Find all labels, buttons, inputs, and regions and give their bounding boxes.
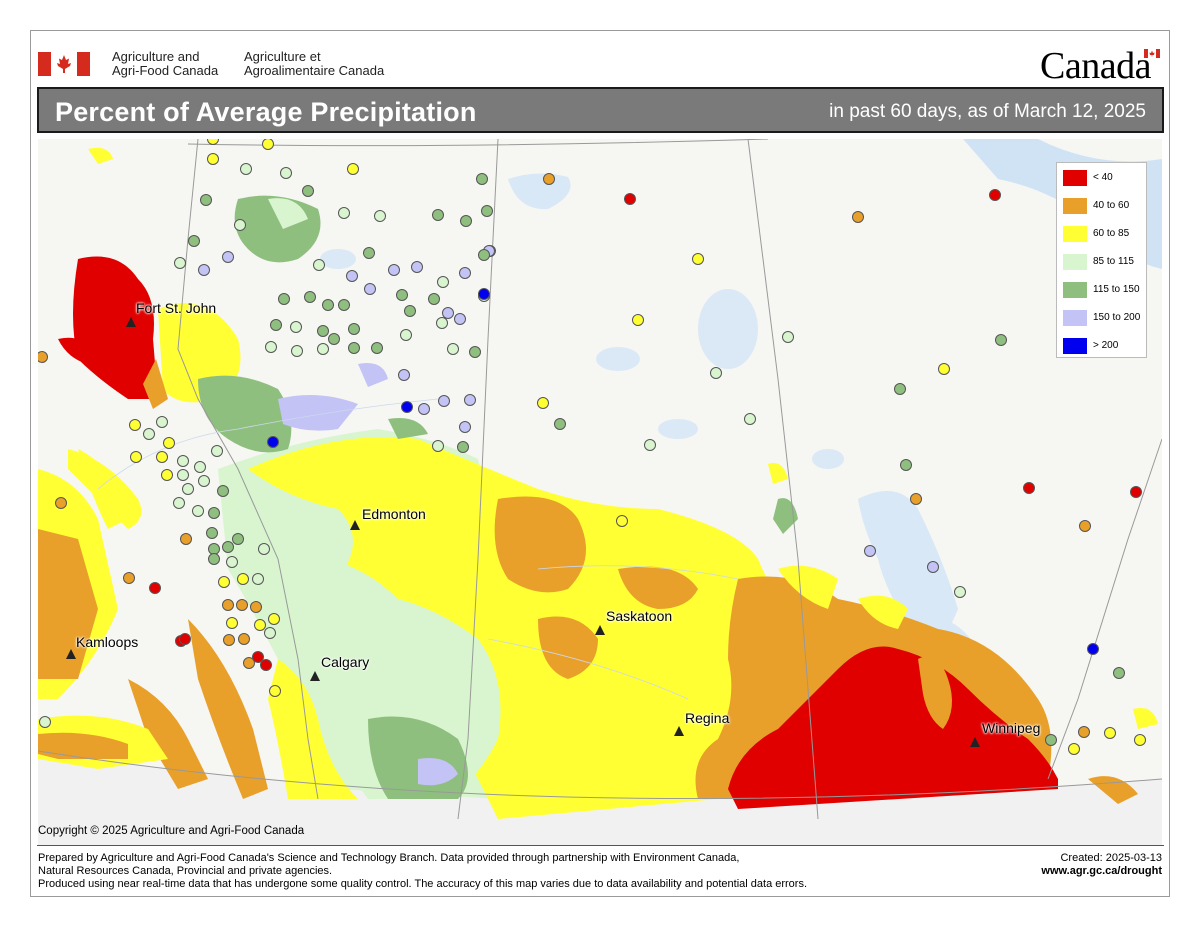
map-canvas xyxy=(38,139,1162,845)
legend-swatch xyxy=(1063,338,1087,354)
dept-fr-line2: Agroalimentaire Canada xyxy=(244,63,385,78)
map-title: Percent of Average Precipitation xyxy=(55,97,477,127)
department-name-english: Agriculture and Agri-Food Canada xyxy=(112,50,218,78)
drought-url-link[interactable]: www.agr.gc.ca/drought xyxy=(1041,865,1162,877)
map-copyright: Copyright © 2025 Agriculture and Agri-Fo… xyxy=(38,825,305,837)
city-calgary: Calgary xyxy=(321,654,370,670)
edmonton-marker-icon xyxy=(350,520,360,530)
lake-winnipegosis xyxy=(858,491,958,645)
footer-divider xyxy=(37,845,1164,846)
provincial-borders xyxy=(38,139,1162,820)
precipitation-map: Fort St. John Edmonton Kamloops Calgary … xyxy=(38,139,1162,845)
legend-label: 40 to 60 xyxy=(1093,200,1130,211)
legend-label: 115 to 150 xyxy=(1093,284,1140,295)
saskatoon-marker-icon xyxy=(595,625,605,635)
legend-item: 85 to 115 xyxy=(1063,254,1143,270)
created-date: Created: 2025-03-13 xyxy=(1060,852,1162,864)
legend-item: < 40 xyxy=(1063,170,1143,186)
city-fort-st-john: Fort St. John xyxy=(136,300,217,316)
legend: < 40 40 to 60 60 to 85 85 to 115 115 to … xyxy=(1056,162,1147,358)
precip-zones xyxy=(38,147,1158,819)
footer-credits-line2: Natural Resources Canada, Provincial and… xyxy=(38,865,333,877)
winnipeg-marker-icon xyxy=(970,737,980,747)
canada-flag-icon xyxy=(38,52,90,76)
legend-label: 60 to 85 xyxy=(1093,228,1130,239)
legend-swatch xyxy=(1063,198,1087,214)
legend-item: 115 to 150 xyxy=(1063,282,1143,298)
dept-fr-line1: Agriculture et xyxy=(244,49,321,64)
legend-label: 150 to 200 xyxy=(1093,312,1141,323)
legend-label: 85 to 115 xyxy=(1093,256,1134,267)
city-regina: Regina xyxy=(685,710,730,726)
legend-label: < 40 xyxy=(1093,172,1113,183)
legend-item: 150 to 200 xyxy=(1063,310,1143,326)
legend-swatch xyxy=(1063,170,1087,186)
city-edmonton: Edmonton xyxy=(362,506,426,522)
legend-swatch xyxy=(1063,226,1087,242)
fort-st-john-marker-icon xyxy=(126,317,136,327)
legend-item: 40 to 60 xyxy=(1063,198,1143,214)
footer-credits-line1: Prepared by Agriculture and Agri-Food Ca… xyxy=(38,852,740,864)
regina-marker-icon xyxy=(674,726,684,736)
map-subtitle: in past 60 days, as of March 12, 2025 xyxy=(829,101,1146,122)
calgary-marker-icon xyxy=(310,671,320,681)
legend-item: 60 to 85 xyxy=(1063,226,1143,242)
legend-label: > 200 xyxy=(1093,340,1119,351)
station-markers xyxy=(38,139,1146,755)
reindeer-lake xyxy=(698,289,758,369)
dept-en-line2: Agri-Food Canada xyxy=(112,63,219,78)
city-winnipeg: Winnipeg xyxy=(982,720,1041,736)
dept-en-line1: Agriculture and xyxy=(112,49,200,64)
legend-swatch xyxy=(1063,310,1087,326)
canada-wordmark: Canada xyxy=(1040,45,1151,87)
kamloops-marker-icon xyxy=(66,649,76,659)
legend-swatch xyxy=(1063,282,1087,298)
footer-disclaimer: Produced using near real-time data that … xyxy=(38,878,808,890)
lake-athabasca xyxy=(508,173,571,210)
legend-item: > 200 xyxy=(1063,338,1143,354)
title-bar: Percent of Average Precipitation in past… xyxy=(37,87,1164,133)
department-name-french: Agriculture et Agroalimentaire Canada xyxy=(244,50,384,78)
legend-swatch xyxy=(1063,254,1087,270)
wordmark-flag-icon xyxy=(1144,49,1160,58)
city-saskatoon: Saskatoon xyxy=(606,608,673,624)
city-kamloops: Kamloops xyxy=(76,634,139,650)
